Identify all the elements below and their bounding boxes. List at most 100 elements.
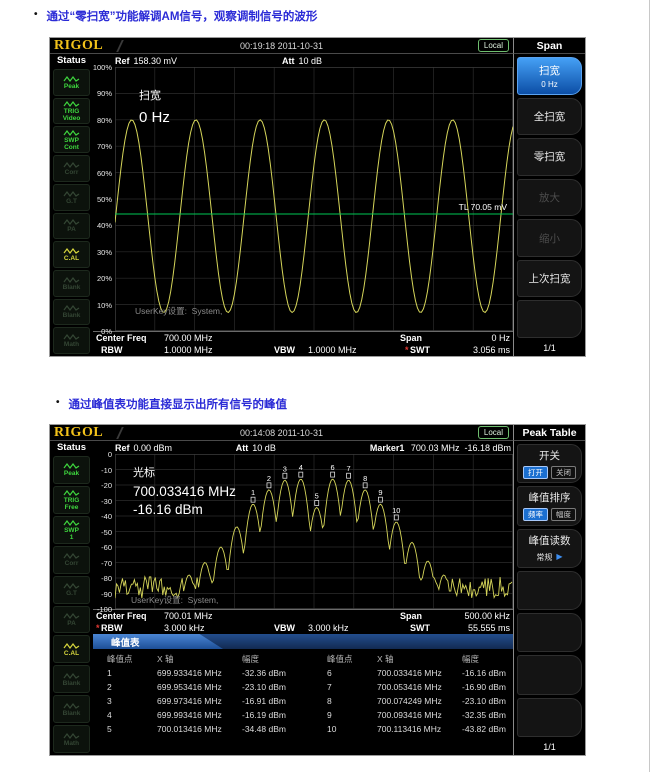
- y-axis-tick-label: -100: [96, 604, 112, 614]
- peak-table-cell: 9: [327, 710, 332, 720]
- menu-button-blank[interactable]: 缩小: [517, 219, 582, 257]
- y-axis-tick-label: -80: [101, 573, 112, 583]
- peak-marker-box-icon: [393, 514, 399, 521]
- peak-table-cell: 1: [107, 668, 112, 678]
- menu-button-blank-5[interactable]: [517, 655, 582, 695]
- peak-number-label: 2: [267, 474, 271, 483]
- peak-table-header-row: 峰值点 X 轴 幅度 峰值点 X 轴 幅度: [93, 652, 513, 666]
- peak-number-markers: 1 2 3 4 5 6 7 8 9 10: [250, 463, 400, 521]
- footer-row-2: RBW 1.0000 MHz VBW 1.0000 MHz * SWT 3.05…: [101, 345, 510, 355]
- y-axis-labels: 0 -10 -20 -30 -40 -50 -60 -70 -80 -90 -100: [93, 450, 113, 614]
- spectrum-waveform-trace: [115, 478, 513, 600]
- softkey-menu: 扫宽 0 Hz 全扫宽 零扫宽 放大 缩小 上次扫宽 1/1: [513, 54, 585, 356]
- status-icon-label: C.AL: [63, 255, 80, 263]
- menu-button-label: 缩小: [539, 232, 560, 245]
- waveform-glyph-icon: [63, 305, 79, 312]
- waveform-glyph-icon: [63, 672, 79, 679]
- status-icon-corr: Corr: [53, 155, 90, 182]
- waveform-plot: 100% 90% 80% 70% 60% 50% 40% 30% 20% 10% 0% 扫宽 0 H…: [93, 63, 513, 336]
- y-axis-tick-label: 30%: [96, 247, 112, 257]
- menu-button-blank[interactable]: 上次扫宽: [517, 259, 582, 298]
- status-icon-trig-video: TRIG Video: [53, 97, 90, 125]
- menu-title: Peak Table: [513, 425, 585, 441]
- waveform-glyph-icon: [63, 75, 79, 82]
- status-icon-blank: Blank: [53, 298, 90, 326]
- y-axis-tick-label: -10: [101, 465, 112, 475]
- waveform-glyph-icon: [63, 553, 79, 560]
- peak-table-cell: 8: [327, 696, 332, 706]
- menu-button-blank-6[interactable]: [517, 300, 582, 339]
- status-icon-label: PA: [67, 226, 76, 234]
- status-icon-blank: Blank: [53, 269, 90, 297]
- peak-marker-box-icon: [346, 472, 351, 479]
- y-axis-tick-label: 50%: [96, 194, 112, 204]
- peak-marker-box-icon: [298, 471, 304, 478]
- status-icon-math: Math: [53, 725, 90, 754]
- y-axis-tick-label: 40%: [96, 221, 112, 231]
- y-axis-tick-label: 100%: [92, 62, 112, 72]
- local-badge: Local: [477, 426, 509, 439]
- peak-number-label: 6: [331, 463, 335, 472]
- status-label: Status: [56, 55, 87, 66]
- menu-button-blank-6[interactable]: [517, 697, 582, 737]
- peak-table-cell: -16.16 dBm: [462, 668, 506, 678]
- peak-table-cell: -16.90 dBm: [462, 682, 506, 692]
- softkey-menu: 开关 打开 关闭 峰值排序 频率 幅度 峰值读数 常规 ▶ 1/1: [513, 441, 585, 755]
- menu-button-blank[interactable]: 开关 打开 关闭: [517, 444, 582, 484]
- menu-title: Span: [513, 38, 585, 54]
- status-icon-label: Corr: [64, 560, 79, 568]
- menu-button-blank[interactable]: 峰值排序频率 幅度: [517, 486, 582, 526]
- spectrum-analyzer-screenshot-peak-table: RIGOL 00:14:08 2011-10-31 Local Peak Tab…: [49, 424, 586, 756]
- menu-button-label: 峰值排序: [528, 492, 571, 505]
- toggle-chip-blank[interactable]: 关闭: [551, 466, 576, 480]
- trigger-level-label: TL 70.05 mV: [458, 202, 507, 213]
- y-axis-tick-label: -20: [101, 480, 112, 490]
- menu-button-label: 全扫宽: [533, 110, 566, 123]
- peak-table-cell: 5: [107, 724, 112, 734]
- marker-readout: Marker1 700.03 MHz -16.18 dBm: [369, 442, 511, 453]
- peak-table-cell: 10: [327, 724, 337, 734]
- spectrum-analyzer-screenshot-zero-span: RIGOL 00:19:18 2011-10-31 Local Span Sta…: [49, 37, 586, 357]
- toggle-chip-row: 打开 关闭: [523, 466, 576, 480]
- menu-button-blank[interactable]: 零扫宽: [517, 138, 582, 176]
- peak-table-header-cell: 幅度: [242, 654, 260, 664]
- cursor-annotation: 光标 700.033416 MHz -16.16 dBm: [133, 467, 236, 517]
- status-icon-label: Math: [63, 341, 80, 349]
- bullet-item-zero-span: • 通过“零扫宽”功能解调AM信号，观察调制信号的波形: [34, 8, 317, 24]
- waveform-glyph-icon: [63, 101, 79, 108]
- menu-button-blank[interactable]: 全扫宽: [517, 97, 582, 136]
- toggle-chip-blank[interactable]: 打开: [523, 466, 548, 480]
- toggle-chip-blank[interactable]: 频率: [523, 508, 548, 522]
- waveform-glyph-icon: [63, 463, 79, 470]
- y-axis-labels: 100% 90% 80% 70% 60% 50% 40% 30% 20% 10% 0%: [93, 63, 113, 336]
- y-axis-tick-label: 0: [107, 449, 112, 459]
- menu-button-blank[interactable]: 扫宽 0 Hz: [517, 57, 582, 95]
- att-readout: Att 10 dB: [235, 442, 276, 453]
- footer-row-2: * RBW 3.000 kHz VBW 3.000 kHz SWT 55.555…: [96, 623, 510, 633]
- peak-table-cell: 700.033416 MHz: [377, 668, 442, 678]
- menu-button-blank[interactable]: 峰值读数 常规 ▶: [517, 528, 582, 568]
- toggle-chip-blank[interactable]: 幅度: [551, 508, 576, 522]
- status-icon-trig-free: TRIG Free: [53, 485, 90, 514]
- peak-marker-box-icon: [282, 472, 288, 479]
- waveform-glyph-icon: [63, 334, 79, 341]
- status-icon-c-al: C.AL: [53, 635, 90, 664]
- footer-row-1: Center Freq 700.01 MHz Span 500.00 kHz: [96, 611, 510, 621]
- menu-button-label: 扫宽: [539, 64, 560, 77]
- peak-table-header-cell: X 轴: [157, 654, 174, 664]
- peak-table-cell: 699.933416 MHz: [157, 668, 222, 678]
- userkey-hint-text: UserKey设置: System,: [131, 595, 219, 605]
- peak-table-cell: 7: [327, 682, 332, 692]
- peak-table-title-tab: 峰值表: [93, 634, 223, 649]
- menu-button-blank-4[interactable]: [517, 613, 582, 653]
- menu-button-blank-3[interactable]: [517, 570, 582, 611]
- peak-table-row: 3 699.973416 MHz -16.91 dBm 8 700.074249 MHz…: [93, 694, 513, 708]
- y-axis-tick-label: -60: [101, 542, 112, 552]
- status-icon-label: SWP: [64, 526, 79, 534]
- menu-button-label: 上次扫宽: [528, 273, 571, 286]
- y-axis-tick-label: -50: [101, 527, 112, 537]
- status-icon-label: Math: [63, 739, 80, 747]
- waveform-glyph-icon: [63, 219, 79, 226]
- menu-button-blank[interactable]: 放大: [517, 178, 582, 217]
- sine-waveform-trace: [115, 119, 513, 314]
